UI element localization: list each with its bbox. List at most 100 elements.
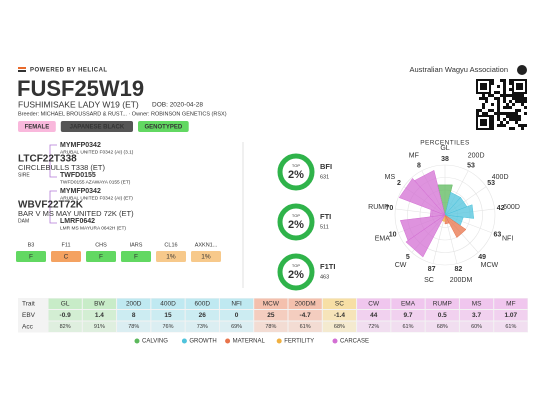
radar-value: 82 bbox=[455, 266, 463, 273]
table-cell bbox=[288, 298, 322, 309]
qr-finder bbox=[480, 119, 487, 126]
cell-ebv: 25 bbox=[267, 312, 275, 319]
radar-wedge bbox=[444, 214, 467, 238]
radar-title: PERCENTILES bbox=[420, 140, 470, 147]
legend-swatch bbox=[225, 338, 231, 344]
qr-cell bbox=[524, 100, 527, 103]
qr-cell bbox=[485, 97, 488, 100]
qr-cell bbox=[491, 82, 494, 85]
cell-acc: 78% bbox=[128, 324, 139, 330]
grandsire-name: ARUBAL UNITED F0342 (AI) (3.1) bbox=[60, 149, 134, 155]
radar-value: 63 bbox=[493, 232, 501, 239]
legend-swatch bbox=[181, 338, 187, 344]
condition-status: F bbox=[99, 254, 103, 261]
qr-cell bbox=[521, 124, 524, 127]
radar-label: 200DM bbox=[450, 277, 473, 284]
legend-label: GROWTH bbox=[189, 339, 216, 345]
radar-label: CW bbox=[395, 262, 407, 269]
qr-cell bbox=[503, 85, 506, 88]
badge bbox=[18, 121, 56, 132]
radar-value: 8 bbox=[417, 162, 421, 169]
qr-cell bbox=[482, 103, 485, 106]
gauge-value: 2% bbox=[288, 219, 304, 231]
qr-cell bbox=[521, 127, 524, 130]
radar-wedge bbox=[399, 214, 446, 241]
qr-cell bbox=[503, 94, 506, 97]
cell-trait: 600D bbox=[195, 300, 211, 307]
qr-cell bbox=[488, 94, 491, 97]
qr-cell bbox=[518, 94, 521, 97]
qr-cell bbox=[497, 103, 500, 106]
radar-value: 53 bbox=[487, 180, 495, 187]
qr-cell bbox=[503, 106, 506, 109]
table-cell bbox=[322, 310, 357, 321]
qr-cell bbox=[515, 94, 518, 97]
qr-cell bbox=[503, 118, 506, 121]
condition-box bbox=[16, 251, 46, 262]
table-cell bbox=[82, 321, 117, 332]
parent-name: BAR V MS MAY UNITED 72K (ET) bbox=[18, 209, 134, 218]
radar-label: NFI bbox=[502, 236, 513, 243]
table-cell bbox=[185, 310, 219, 321]
qr-cell bbox=[500, 121, 503, 124]
radar-label: EMA bbox=[375, 236, 391, 243]
qr-cell bbox=[503, 112, 506, 115]
gauge-value: 2% bbox=[288, 269, 304, 281]
table-cell bbox=[357, 310, 391, 321]
qr-cell bbox=[512, 97, 515, 100]
qr-cell bbox=[482, 106, 485, 109]
qr-finder bbox=[516, 83, 523, 90]
legend-label: FERTILITY bbox=[284, 339, 314, 345]
qr-cell bbox=[500, 94, 503, 97]
cell-ebv: -1.4 bbox=[334, 312, 346, 319]
index-name: F1TI bbox=[320, 262, 335, 271]
qr-cell bbox=[506, 115, 509, 118]
qr-cell bbox=[506, 112, 509, 115]
table-cell bbox=[151, 321, 185, 332]
gauge-ring bbox=[277, 253, 315, 291]
cell-ebv: 1.4 bbox=[95, 312, 104, 319]
qr-cell bbox=[482, 112, 485, 115]
qr-finder bbox=[480, 83, 487, 90]
qr-cell bbox=[503, 82, 506, 85]
qr-cell bbox=[518, 97, 521, 100]
cell-trait: MCW bbox=[263, 300, 280, 307]
grandsire-name: ARUBAL UNITED F0342 (AI) (ET) bbox=[60, 195, 133, 201]
radar-value: 2 bbox=[397, 180, 401, 187]
qr-cell bbox=[515, 118, 518, 121]
dob: DOB: 2020-04-28 bbox=[152, 102, 203, 109]
qr-cell bbox=[503, 100, 506, 103]
cell-ebv: 0 bbox=[235, 312, 239, 319]
grandsire-id: MYMFP0342 bbox=[60, 188, 101, 195]
qr-cell bbox=[512, 103, 515, 106]
cell-acc: 78% bbox=[265, 324, 276, 330]
radar-value: 53 bbox=[467, 162, 475, 169]
cell-ebv: 44 bbox=[370, 312, 378, 319]
qr-cell bbox=[518, 109, 521, 112]
table-cell bbox=[322, 321, 357, 332]
cell-acc: 91% bbox=[94, 324, 105, 330]
condition-name: AXKN1... bbox=[195, 242, 218, 248]
cell-acc: 72% bbox=[368, 324, 379, 330]
table-cell bbox=[185, 321, 219, 332]
gauge-top: TOP bbox=[292, 163, 300, 168]
row-label: EBV bbox=[22, 312, 36, 319]
radar-label: MCW bbox=[481, 262, 499, 269]
cell-acc: 73% bbox=[197, 324, 208, 330]
condition-box bbox=[121, 251, 151, 262]
qr-cell bbox=[506, 121, 509, 124]
qr-cell bbox=[497, 97, 500, 100]
qr-cell bbox=[512, 112, 515, 115]
animal-name: FUSHIMISAKE LADY W19 (ET) bbox=[18, 99, 139, 109]
qr-cell bbox=[485, 112, 488, 115]
qr-cell bbox=[521, 103, 524, 106]
condition-status: 1% bbox=[166, 254, 176, 261]
condition-status: F bbox=[29, 254, 33, 261]
table-cell bbox=[391, 310, 425, 321]
qr-cell bbox=[479, 97, 482, 100]
qr-cell bbox=[491, 79, 494, 82]
qr-cell bbox=[491, 118, 494, 121]
condition-name: F11 bbox=[61, 242, 70, 248]
radar-value: 5 bbox=[406, 254, 410, 261]
qr-cell bbox=[518, 100, 521, 103]
